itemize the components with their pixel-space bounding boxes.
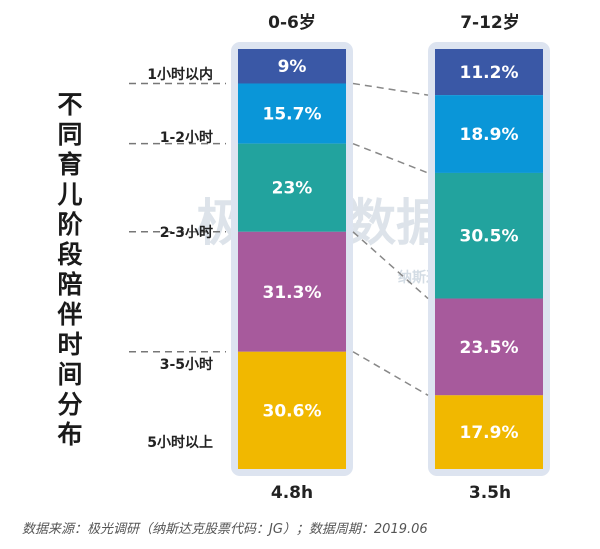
segment-label: 30.5%	[460, 227, 519, 247]
segment-label: 17.9%	[460, 423, 519, 443]
segment-label: 30.6%	[263, 401, 322, 421]
segment-label: 15.7%	[263, 105, 322, 125]
segment-label: 9%	[278, 57, 307, 77]
category-label-1-2h: 1-2小时	[159, 130, 213, 146]
column-header-0-6: 0-6岁	[268, 13, 316, 33]
segment-connector	[352, 142, 429, 174]
bar-segment	[435, 49, 543, 96]
segment-label: 23%	[272, 179, 313, 199]
segment-connector	[352, 351, 429, 396]
segment-connector	[352, 82, 429, 96]
segment-label: 23.5%	[460, 338, 519, 358]
bar-segment	[435, 298, 543, 396]
category-label-lt1h: 1小时以内	[147, 67, 213, 83]
bar-segment	[435, 395, 543, 469]
bar-segment	[435, 172, 543, 299]
category-label-2-3h: 2-3小时	[159, 225, 213, 241]
bar-segment	[238, 351, 346, 469]
bar-segment	[238, 83, 346, 144]
bar-segment	[238, 49, 346, 84]
segment-connector	[352, 231, 429, 300]
total-7-12: 3.5h	[468, 483, 512, 503]
category-label-gt5h: 5小时以上	[147, 435, 213, 451]
segment-label: 31.3%	[263, 283, 322, 303]
total-0-6: 4.8h	[270, 483, 314, 503]
bar-segment	[238, 143, 346, 232]
chart-title: 不同育儿阶段陪伴时间分布	[57, 90, 83, 449]
source-note: 数据来源：极光调研（纳斯达克股票代码：JG）；数据周期：2019.06	[22, 522, 428, 537]
segment-label: 11.2%	[460, 63, 519, 83]
bar-segment	[238, 231, 346, 352]
category-label-3-5h: 3-5小时	[159, 357, 213, 373]
bar-segment	[435, 95, 543, 173]
segment-label: 18.9%	[460, 125, 519, 145]
column-header-7-12: 7-12岁	[460, 13, 520, 33]
